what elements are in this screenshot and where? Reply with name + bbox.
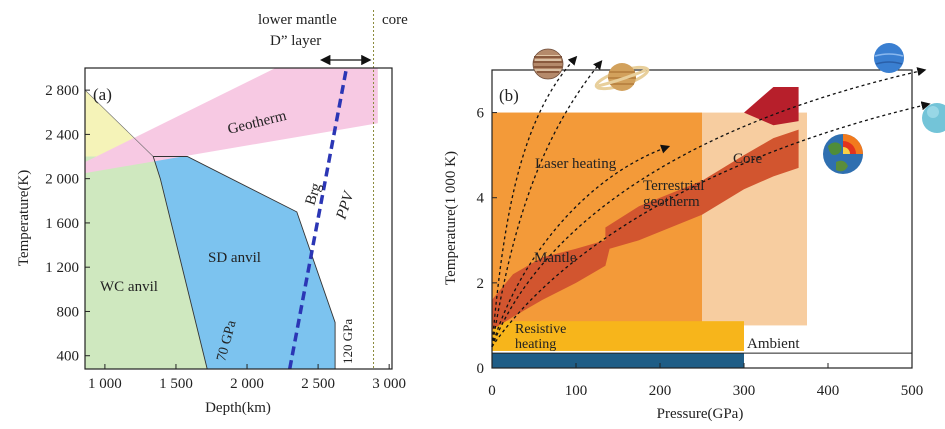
panel-a-ylabel: Temperature(K) <box>16 170 32 266</box>
region-4 <box>492 129 799 330</box>
y-tick-label: 1 200 <box>45 260 79 276</box>
core-region-label: Core <box>733 151 763 167</box>
region-3 <box>492 353 744 368</box>
trajectory-jupiter <box>491 55 578 347</box>
y-tick-label: 6 <box>477 106 485 122</box>
x-tick-label: 500 <box>901 383 924 399</box>
resistive-label: Resistive <box>515 322 566 337</box>
ambient-label: Ambient <box>747 336 800 352</box>
y-tick-label: 2 000 <box>45 172 79 188</box>
mantle-label: Mantle <box>534 250 577 266</box>
ppv-label: PPV <box>333 188 358 222</box>
panel-a-x-ticks: 1 000 1 500 2 000 2 500 3 000 <box>88 364 406 392</box>
panel-a-frame <box>84 67 393 370</box>
sd-anvil-label: SD anvil <box>208 250 261 266</box>
panel-b-frame <box>491 69 913 369</box>
anvil-boundary <box>152 156 336 369</box>
yellow-boundary <box>85 89 154 157</box>
panel-a-lines <box>287 68 349 369</box>
y-tick-label: 1 600 <box>45 216 79 232</box>
panel-a-y-ticks: 400 800 1 200 1 600 2 000 2 400 2 800 <box>45 83 90 365</box>
panel-b-regions <box>492 87 807 368</box>
x-tick-label: 400 <box>817 383 840 399</box>
region-1 <box>153 156 336 369</box>
y-tick-label: 4 <box>477 191 485 207</box>
y-tick-label: 2 800 <box>45 83 79 99</box>
earth-cutaway-icon <box>823 134 863 174</box>
region-5 <box>744 87 799 126</box>
d-layer-label: D” layer <box>270 33 321 49</box>
panel-b-ylabel: Temperature(1 000 K) <box>443 151 459 285</box>
panel-b-label: (b) <box>499 86 519 105</box>
x-tick-label: 100 <box>565 383 588 399</box>
terrestrial-label: Terrestrial <box>643 178 704 194</box>
panel-a-regions <box>85 68 378 369</box>
region-2 <box>492 321 744 351</box>
y-tick-label: 800 <box>57 304 80 320</box>
trajectory-saturn <box>491 60 603 347</box>
saturn-icon <box>594 63 650 91</box>
jupiter-icon <box>532 48 564 80</box>
lower-mantle-label: lower mantle <box>258 12 337 28</box>
x-tick-label: 1 000 <box>88 376 122 392</box>
y-tick-label: 2 400 <box>45 127 79 143</box>
panel-b-y-ticks: 0 2 4 6 <box>477 106 497 377</box>
panel-b-trajectories <box>491 55 931 348</box>
trajectory-neptune <box>491 67 927 347</box>
trajectory-earth <box>491 144 671 347</box>
panel-a-xlabel: Depth(km) <box>205 400 271 416</box>
geotherm-b-label: geotherm <box>643 194 700 210</box>
y-tick-label: 0 <box>477 361 485 377</box>
trajectory-uranus <box>491 101 931 348</box>
core-label: core <box>382 12 408 28</box>
region-0 <box>85 156 208 369</box>
wc-anvil-label: WC anvil <box>100 279 158 295</box>
x-tick-label: 300 <box>733 383 756 399</box>
pressure-120-label: 120 GPa <box>340 319 355 364</box>
uranus-icon <box>922 103 945 133</box>
laser-heating-label: Laser heating <box>535 156 617 172</box>
x-tick-label: 200 <box>649 383 672 399</box>
panel-a-label: (a) <box>93 85 112 104</box>
neptune-icon <box>874 43 904 73</box>
x-tick-label: 3 000 <box>372 376 406 392</box>
brg-label: Brg <box>303 181 325 208</box>
region-3 <box>85 68 378 174</box>
panel-b-xlabel: Pressure(GPa) <box>657 406 744 422</box>
y-tick-label: 2 <box>477 276 485 292</box>
heating-label: heating <box>515 337 556 352</box>
panel-a: 1 000 1 500 2 000 2 500 3 000 400 800 1 200 1 6… <box>16 10 408 416</box>
y-tick-label: 400 <box>57 349 80 365</box>
panel-b-x-ticks: 0 100 200 300 400 500 <box>488 363 923 399</box>
x-tick-label: 0 <box>488 383 496 399</box>
x-tick-label: 2 500 <box>301 376 335 392</box>
x-tick-label: 1 500 <box>159 376 193 392</box>
brg-ppv-boundary-line <box>287 68 349 369</box>
x-tick-label: 2 000 <box>230 376 264 392</box>
